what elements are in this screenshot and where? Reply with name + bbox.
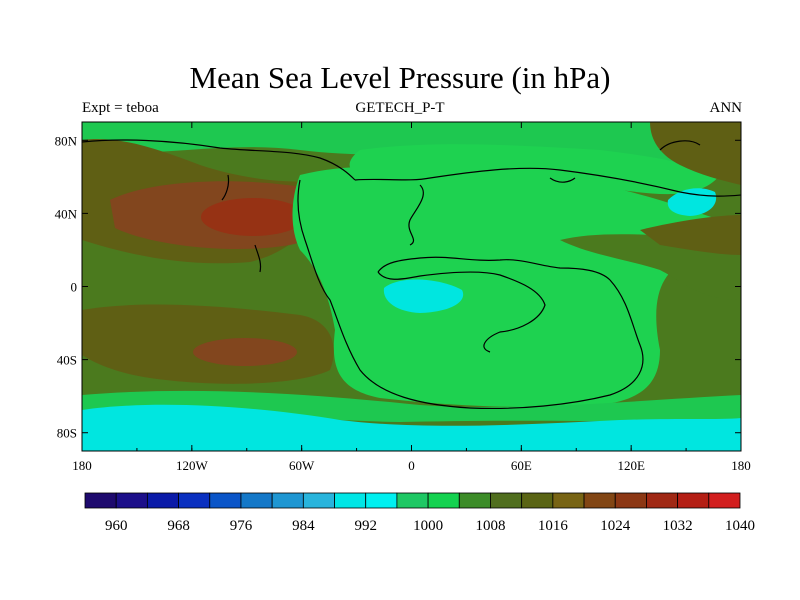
field-northeast-olive bbox=[650, 122, 741, 185]
coast-island-5 bbox=[659, 140, 701, 151]
colorbar-swatch bbox=[209, 492, 242, 509]
lat-tick-label: 80N bbox=[55, 133, 78, 148]
field-east-darkolive bbox=[640, 215, 741, 255]
colorbar-swatch bbox=[240, 492, 273, 509]
colorbar-label: 960 bbox=[105, 518, 128, 534]
colorbar-swatch bbox=[458, 492, 491, 509]
colorbar-label: 1040 bbox=[725, 518, 755, 534]
lat-tick-label: 40S bbox=[57, 353, 77, 368]
colorbar-label: 1000 bbox=[413, 518, 443, 534]
field-south-high bbox=[193, 338, 297, 366]
colorbar-swatch bbox=[552, 492, 585, 509]
lon-tick-label: 60W bbox=[289, 458, 315, 473]
map-title: Mean Sea Level Pressure (in hPa) bbox=[189, 60, 611, 95]
colorbar-swatch bbox=[334, 492, 367, 509]
experiment-label: Expt = teboa bbox=[82, 100, 159, 116]
field-south-low bbox=[82, 404, 741, 451]
lat-tick-label: 40N bbox=[55, 206, 78, 221]
colorbar-swatch bbox=[427, 492, 460, 509]
lon-tick-label: 60E bbox=[511, 458, 532, 473]
lat-axis: 80N 40N 0 40S 80S bbox=[55, 133, 741, 441]
coast-island-1 bbox=[408, 184, 424, 246]
lat-tick-label: 80S bbox=[57, 426, 77, 441]
colorbar-swatch bbox=[115, 492, 148, 509]
field-continent bbox=[292, 166, 721, 408]
colorbar-swatch bbox=[614, 492, 647, 509]
coast-northern-continent bbox=[354, 167, 741, 197]
lon-tick-label: 0 bbox=[408, 458, 415, 473]
colorbar-label: 1032 bbox=[663, 518, 693, 534]
colorbar-label: 1024 bbox=[600, 518, 631, 534]
colorbar-label: 984 bbox=[292, 518, 315, 534]
season-label: ANN bbox=[709, 100, 743, 116]
coast-island-3 bbox=[221, 174, 230, 201]
coast-inland-sea bbox=[377, 271, 546, 353]
field-north-high bbox=[201, 198, 305, 236]
colorbar-label: 1016 bbox=[538, 518, 569, 534]
colorbar-swatch bbox=[146, 492, 179, 509]
field-south-green bbox=[82, 390, 741, 425]
colorbar-swatch bbox=[646, 492, 679, 509]
dataset-label: GETECH_P-T bbox=[355, 100, 445, 116]
colorbar-swatch bbox=[84, 492, 117, 509]
field-tropical-low bbox=[383, 279, 464, 313]
colorbar-swatch bbox=[396, 492, 429, 509]
coast-island-4 bbox=[254, 244, 262, 273]
lon-tick-label: 180 bbox=[72, 458, 92, 473]
coast-island-2 bbox=[549, 177, 576, 183]
coastlines bbox=[82, 139, 741, 410]
lat-tick-label: 0 bbox=[71, 280, 78, 295]
colorbar-label: 992 bbox=[354, 518, 377, 534]
lon-tick-label: 120W bbox=[176, 458, 209, 473]
colorbar: 960 968 976 984 992 1000 1008 1016 1024 1032 1040 bbox=[84, 492, 755, 534]
lon-tick-label: 180 bbox=[731, 458, 751, 473]
colorbar-swatch bbox=[708, 492, 741, 509]
colorbar-swatch bbox=[677, 492, 710, 509]
coast-north bbox=[82, 139, 356, 181]
colorbar-swatch bbox=[178, 492, 211, 509]
field-continent-north bbox=[349, 144, 720, 195]
colorbar-label: 976 bbox=[230, 518, 253, 534]
colorbar-label: 1008 bbox=[475, 518, 505, 534]
colorbar-label: 968 bbox=[167, 518, 190, 534]
colorbar-swatch bbox=[365, 492, 398, 509]
lon-axis: 180 120W 60W 0 60E 120E 180 bbox=[72, 122, 751, 473]
lon-tick-label: 120E bbox=[617, 458, 645, 473]
coast-continent bbox=[297, 179, 644, 410]
colorbar-swatch bbox=[521, 492, 554, 509]
colorbar-swatch bbox=[271, 492, 304, 509]
colorbar-swatch bbox=[583, 492, 616, 509]
colorbar-swatch bbox=[490, 492, 523, 509]
colorbar-swatch bbox=[302, 492, 335, 509]
pressure-field bbox=[82, 122, 741, 451]
